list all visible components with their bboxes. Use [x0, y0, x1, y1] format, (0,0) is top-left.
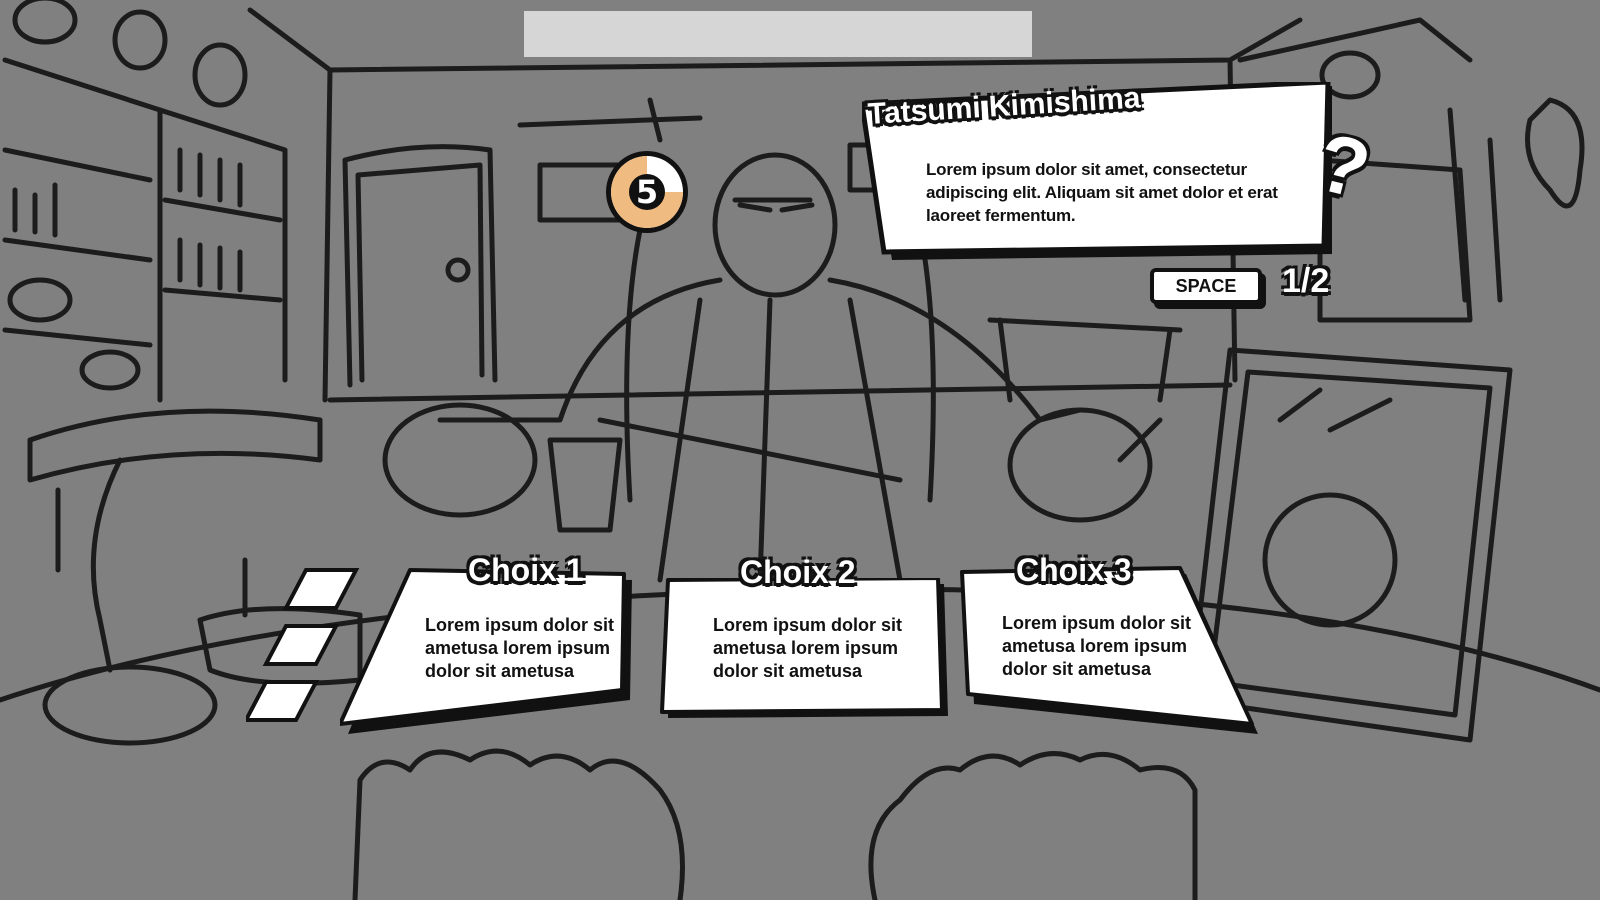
choice-card-1[interactable]: Choix 1 Lorem ipsum dolor sit ametusa lo… — [340, 552, 640, 736]
choice-card-3-panel — [960, 566, 1258, 734]
choice-card-3[interactable]: Choix 3 Lorem ipsum dolor sit ametusa lo… — [960, 552, 1260, 736]
space-advance-button[interactable]: SPACE — [1150, 268, 1262, 304]
countdown-timer: 5 — [603, 148, 691, 236]
choice-2-text: Lorem ipsum dolor sit ametusa lorem ipsu… — [713, 615, 903, 681]
choice-1-title: Choix 1 — [468, 552, 584, 588]
slash-stripes-decoration — [246, 568, 360, 722]
timer-ring-icon — [606, 151, 688, 233]
timer-value: 5 — [635, 173, 659, 211]
choice-card-1-panel — [340, 568, 632, 734]
dialog-box — [862, 82, 1342, 262]
choice-card-2[interactable]: Choix 2 Lorem ipsum dolor sit ametusa lo… — [660, 554, 950, 728]
choice-3-text: Lorem ipsum dolor sit ametusa lorem ipsu… — [1002, 613, 1192, 679]
dialog-text: Lorem ipsum dolor sit amet, consectetur … — [926, 160, 1278, 225]
top-status-bar — [524, 11, 1032, 57]
choice-1-text: Lorem ipsum dolor sit ametusa lorem ipsu… — [425, 615, 615, 681]
choice-card-2-panel — [660, 578, 948, 718]
dialog-panel — [862, 82, 1332, 260]
choice-2-title: Choix 2 — [740, 554, 856, 590]
dialog-page-counter: 1/2 — [1282, 262, 1330, 300]
choice-3-title: Choix 3 — [1016, 552, 1132, 588]
